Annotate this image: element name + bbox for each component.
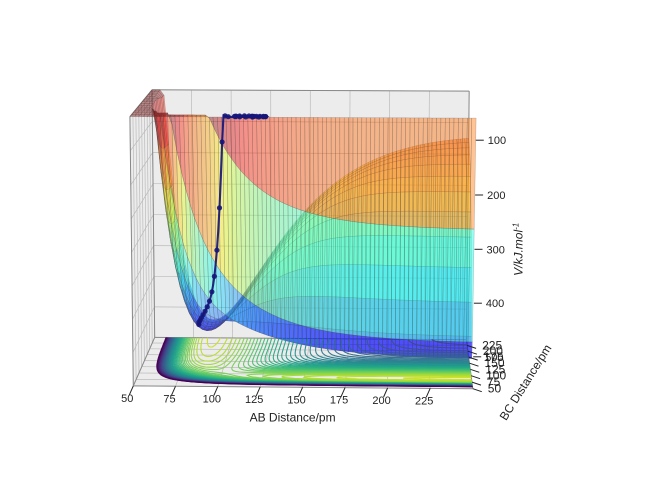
svg-text:150: 150 — [287, 394, 305, 406]
svg-text:400: 400 — [486, 298, 504, 310]
svg-text:500: 500 — [485, 352, 503, 364]
svg-text:175: 175 — [330, 395, 348, 407]
svg-text:300: 300 — [487, 244, 505, 256]
svg-text:50: 50 — [121, 393, 133, 405]
svg-text:200: 200 — [372, 395, 390, 407]
svg-text:225: 225 — [482, 338, 502, 352]
svg-text:100: 100 — [203, 394, 221, 406]
svg-text:V/kJ.mol-1: V/kJ.mol-1 — [511, 223, 526, 276]
svg-text:AB Distance/pm: AB Distance/pm — [250, 410, 336, 424]
svg-text:100: 100 — [488, 135, 506, 147]
svg-text:225: 225 — [415, 395, 433, 407]
svg-text:125: 125 — [245, 394, 263, 406]
svg-text:75: 75 — [163, 393, 175, 405]
svg-text:200: 200 — [487, 190, 505, 202]
